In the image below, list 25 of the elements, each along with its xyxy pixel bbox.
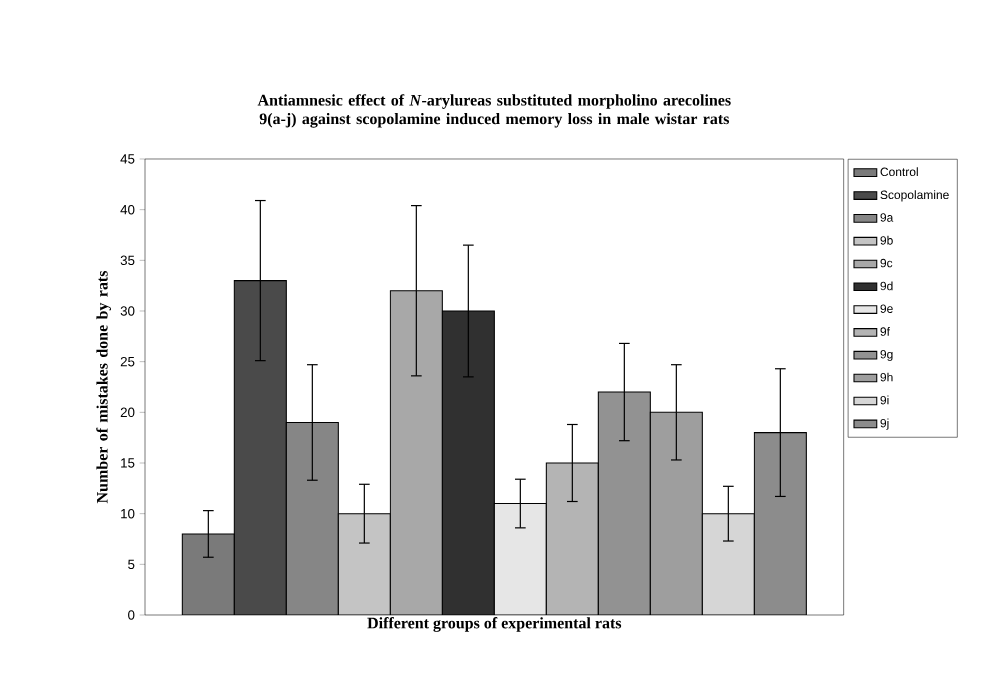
y-tick-label: 35 (120, 255, 135, 266)
y-axis-title: Number of mistakes done by rats (96, 270, 111, 504)
legend-label: Control (880, 167, 918, 177)
legend-label: 9i (880, 395, 889, 405)
legend-label: 9h (880, 372, 893, 382)
legend-label: 9c (880, 258, 893, 268)
legend-label: 9d (880, 281, 893, 291)
y-tick-label: 20 (120, 407, 135, 418)
y-tick-label: 45 (120, 154, 135, 164)
y-tick-label: 10 (121, 508, 135, 519)
legend-label: 9e (880, 304, 893, 313)
legend-label: 9f (880, 327, 890, 336)
chart-title: Antiamnesic effect of N-arylureas substituted morpholino arecolines 9(a-j) against scopolamine induced memory loss in male wistar rats (257, 94, 731, 128)
y-tick-label: 30 (120, 306, 135, 316)
legend-label: Scopolamine (880, 190, 949, 202)
legend-label: 9g (880, 350, 893, 361)
x-axis-title: Different groups of experimental rats (367, 617, 622, 632)
y-tick-label: 0 (128, 610, 135, 620)
legend-label: 9j (880, 418, 889, 430)
y-tick-label: 25 (120, 356, 135, 367)
legend-label: 9b (880, 235, 893, 245)
y-tick-label: 5 (128, 559, 135, 569)
y-tick-label: 15 (121, 458, 135, 468)
y-tick-label: 40 (120, 204, 135, 215)
legend-label: 9a (880, 213, 894, 222)
